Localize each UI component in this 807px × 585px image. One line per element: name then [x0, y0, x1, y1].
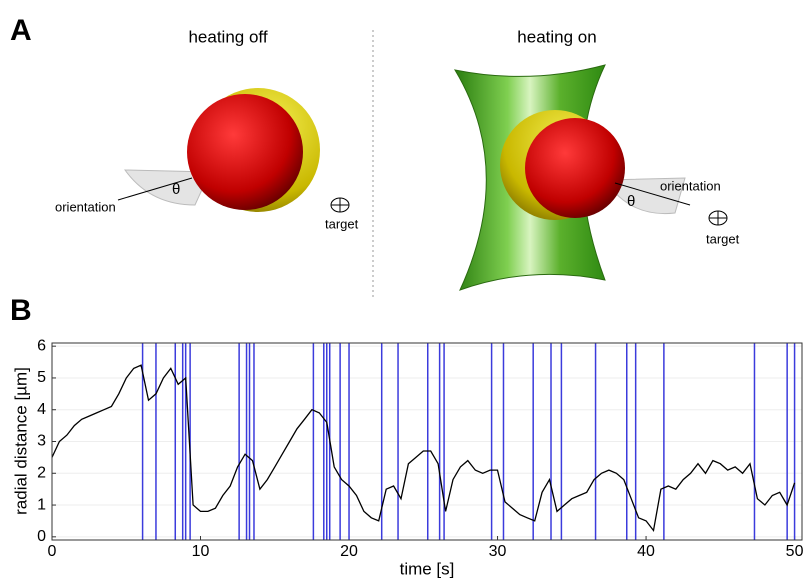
x-tick-label: 10	[192, 543, 210, 560]
plot-area: 0 1 2 3 4 5 6 0 10 20 30 40 50	[37, 337, 803, 560]
particle	[187, 94, 303, 210]
y-axis-label: radial distance [µm]	[11, 367, 30, 515]
x-tick-label: 30	[489, 543, 507, 560]
target-label: target	[706, 231, 740, 246]
y-tick-label: 3	[37, 433, 46, 450]
y-tick-label: 0	[37, 528, 46, 545]
panel-label: A	[10, 14, 32, 47]
y-tick-label: 6	[37, 337, 46, 354]
x-tick-label: 20	[340, 543, 358, 560]
panel-title: heating on	[517, 27, 596, 46]
angle-label: θ	[627, 193, 635, 210]
target-icon	[331, 198, 349, 212]
trajectory	[51, 364, 796, 533]
y-tick-label: 5	[37, 369, 46, 386]
orientation-label: orientation	[660, 178, 721, 193]
angle-label: θ	[172, 181, 180, 198]
arrow	[614, 182, 691, 206]
target-icon	[709, 211, 727, 225]
panel-label: B	[10, 294, 32, 327]
x-tick-label: 40	[637, 543, 655, 560]
y-tick-label: 1	[37, 496, 46, 513]
arrow	[117, 177, 193, 201]
target-label: target	[325, 216, 359, 231]
panel-title: heating off	[188, 27, 267, 46]
particle	[525, 118, 625, 218]
x-axis-label: time [s]	[400, 559, 455, 578]
y-tick-label: 2	[37, 464, 46, 481]
axes-border	[51, 342, 803, 541]
orientation-label: orientation	[55, 199, 116, 214]
y-tick-label: 4	[37, 401, 46, 418]
x-tick-label: 0	[48, 543, 57, 560]
x-tick-label: 50	[786, 543, 804, 560]
